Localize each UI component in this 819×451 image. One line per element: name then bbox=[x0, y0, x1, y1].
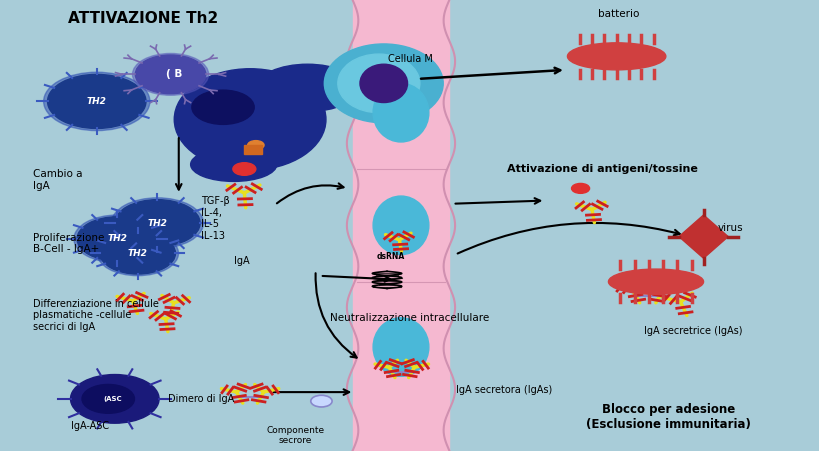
Ellipse shape bbox=[337, 54, 419, 113]
Text: dsRNA: dsRNA bbox=[377, 253, 405, 262]
Ellipse shape bbox=[174, 69, 325, 170]
Circle shape bbox=[70, 374, 159, 423]
Ellipse shape bbox=[373, 83, 428, 142]
Ellipse shape bbox=[190, 147, 276, 181]
Text: ( B: ( B bbox=[165, 69, 182, 79]
Circle shape bbox=[247, 141, 264, 150]
Bar bbox=[244, 145, 262, 154]
Text: IgA secretrice (IgAs): IgA secretrice (IgAs) bbox=[643, 326, 741, 336]
Circle shape bbox=[48, 74, 146, 129]
Circle shape bbox=[74, 215, 161, 263]
Circle shape bbox=[97, 231, 179, 276]
Text: TH2: TH2 bbox=[87, 97, 106, 106]
Circle shape bbox=[133, 53, 208, 95]
Text: Neutralizzazione intracellulare: Neutralizzazione intracellulare bbox=[330, 313, 489, 323]
Circle shape bbox=[111, 198, 203, 249]
Ellipse shape bbox=[567, 43, 665, 70]
Circle shape bbox=[100, 233, 175, 274]
Text: TH2: TH2 bbox=[147, 219, 167, 228]
Ellipse shape bbox=[373, 196, 428, 255]
Text: TH2: TH2 bbox=[128, 249, 147, 258]
Text: ATTIVAZIONE Th2: ATTIVAZIONE Th2 bbox=[68, 10, 219, 26]
Text: TGF-β
IL-4,
IL-5
IL-13: TGF-β IL-4, IL-5 IL-13 bbox=[201, 196, 229, 241]
Text: Attivazione di antigeni/tossine: Attivazione di antigeni/tossine bbox=[507, 164, 697, 174]
Ellipse shape bbox=[608, 269, 703, 295]
Circle shape bbox=[43, 72, 150, 131]
Text: Cellula M: Cellula M bbox=[387, 54, 432, 64]
Ellipse shape bbox=[324, 44, 443, 123]
Text: IgA: IgA bbox=[233, 257, 249, 267]
Text: IgA secretora (IgAs): IgA secretora (IgAs) bbox=[455, 385, 552, 395]
Circle shape bbox=[310, 395, 332, 407]
Text: Dimero di IgA: Dimero di IgA bbox=[168, 394, 233, 404]
Text: Blocco per adesione
(Esclusione immunitaria): Blocco per adesione (Esclusione immunita… bbox=[585, 403, 750, 431]
Text: Cambio a
IgA: Cambio a IgA bbox=[33, 170, 82, 191]
Text: IgA-ASC: IgA-ASC bbox=[71, 421, 109, 431]
Ellipse shape bbox=[373, 318, 428, 376]
Text: Componente
secrore: Componente secrore bbox=[266, 426, 324, 445]
Circle shape bbox=[115, 200, 200, 247]
Text: Proliferazione
B-Cell - IgA+: Proliferazione B-Cell - IgA+ bbox=[33, 233, 104, 254]
Ellipse shape bbox=[256, 64, 359, 111]
Circle shape bbox=[571, 184, 589, 193]
Circle shape bbox=[82, 384, 134, 413]
Circle shape bbox=[77, 217, 157, 261]
Text: batterio: batterio bbox=[598, 9, 639, 18]
Text: (ASC: (ASC bbox=[104, 396, 122, 402]
Text: Differenziazione in cellule
plasmatiche -cellule
secrici di IgA: Differenziazione in cellule plasmatiche … bbox=[33, 299, 159, 332]
Text: TH2: TH2 bbox=[107, 235, 127, 244]
Circle shape bbox=[192, 90, 254, 124]
Ellipse shape bbox=[360, 64, 407, 102]
Text: virus: virus bbox=[717, 223, 742, 233]
Bar bbox=[352, 0, 449, 451]
Polygon shape bbox=[678, 215, 727, 258]
Circle shape bbox=[135, 55, 206, 94]
Circle shape bbox=[233, 163, 256, 175]
